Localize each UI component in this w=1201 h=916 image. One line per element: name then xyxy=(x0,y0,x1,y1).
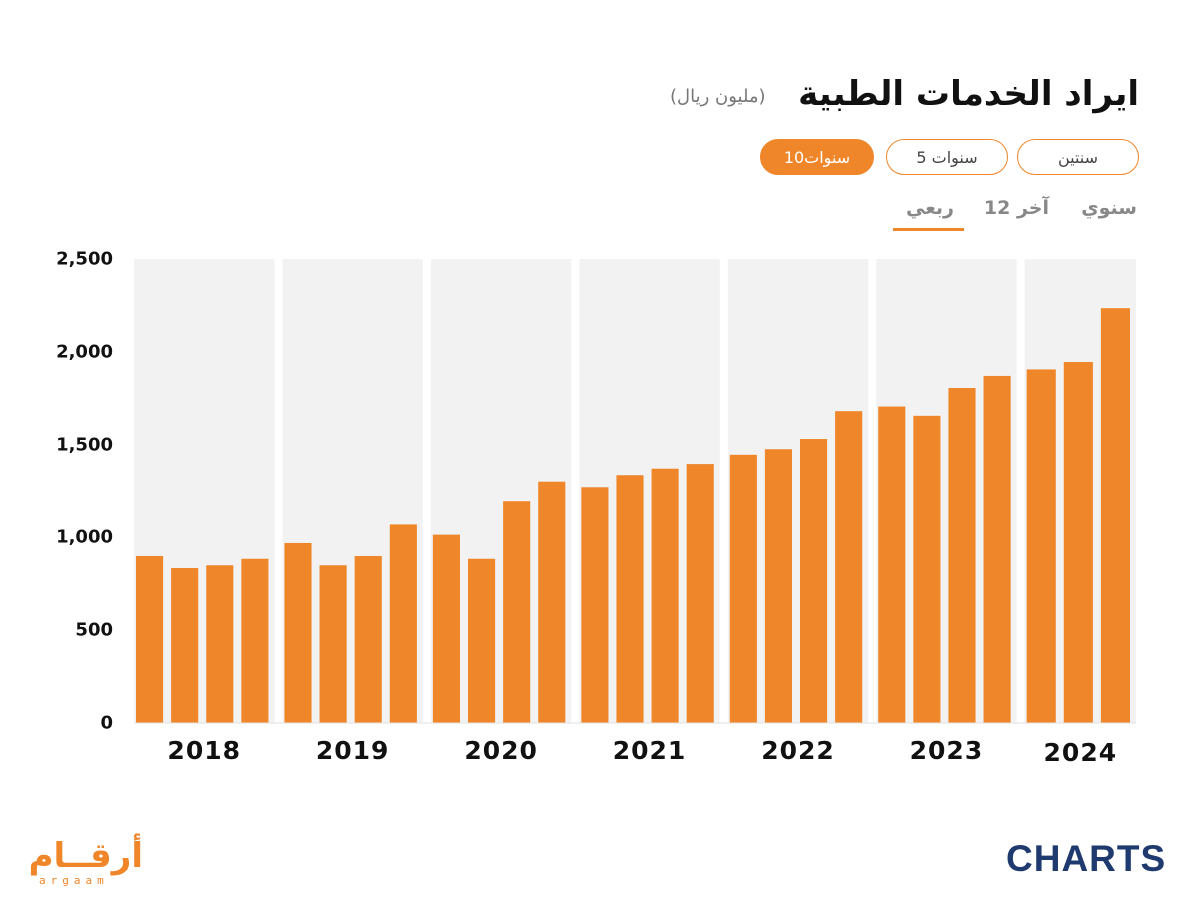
charts-logo-text: CHARTS xyxy=(1006,838,1167,879)
bar-2019-q3[interactable] xyxy=(354,555,382,723)
bar-2018-q2[interactable] xyxy=(171,568,199,723)
tab-quarterly[interactable]: ربعي xyxy=(905,197,954,219)
bar-2021-q1[interactable] xyxy=(581,487,609,723)
page-title: ايراد الخدمات الطبية xyxy=(798,74,1139,114)
bar-2023-q1[interactable] xyxy=(878,406,906,723)
bar-2020-q2[interactable] xyxy=(468,558,496,723)
argaam-logo: أرقــام argaam xyxy=(29,836,143,890)
bar-2022-q3[interactable] xyxy=(800,439,828,723)
bar-2018-q1[interactable] xyxy=(136,555,164,723)
argaam-logo-latin: argaam xyxy=(39,874,109,887)
bar-2019-q4[interactable] xyxy=(389,524,417,723)
y-tick-label: 500 xyxy=(75,619,113,641)
bar-2019-q2[interactable] xyxy=(319,565,347,723)
bar-2024-q1[interactable] xyxy=(1026,369,1056,723)
bar-2023-q3[interactable] xyxy=(948,387,976,723)
charts-logo: CHARTS xyxy=(1006,838,1166,880)
bar-2020-q4[interactable] xyxy=(538,481,566,723)
bar-2021-q4[interactable] xyxy=(686,464,714,723)
bar-2021-q2[interactable] xyxy=(616,475,644,723)
bar-2020-q3[interactable] xyxy=(503,501,531,723)
range-button-10y[interactable]: 10سنوات xyxy=(760,139,874,175)
bar-2021-q3[interactable] xyxy=(651,468,679,723)
bar-2023-q2[interactable] xyxy=(913,415,941,723)
range-button-5y-label: 5 سنوات xyxy=(916,147,978,167)
range-button-2y[interactable]: سنتين xyxy=(1017,139,1139,175)
range-button-10y-label: 10سنوات xyxy=(783,147,851,167)
bar-2022-q4[interactable] xyxy=(835,411,863,723)
x-tick-label: 2023 xyxy=(909,736,984,765)
bar-2022-q2[interactable] xyxy=(764,449,792,723)
x-tick-label: 2020 xyxy=(464,736,538,765)
bar-2024-q3[interactable] xyxy=(1100,308,1130,723)
y-tick-label: 1,000 xyxy=(56,526,113,548)
y-tick-label: 2,000 xyxy=(56,341,113,363)
bar-2023-q4[interactable] xyxy=(983,375,1011,723)
bar-2022-q1[interactable] xyxy=(729,454,757,723)
bar-2018-q4[interactable] xyxy=(241,558,269,723)
x-tick-label: 2024 xyxy=(1043,738,1118,767)
x-tick-label: 2021 xyxy=(612,736,687,765)
bar-2019-q1[interactable] xyxy=(284,542,312,723)
x-tick-label: 2019 xyxy=(315,736,390,765)
tab-quarterly-underline xyxy=(893,228,964,231)
unit-label: (مليون ريال) xyxy=(670,86,766,107)
range-button-5y[interactable]: 5 سنوات xyxy=(886,139,1008,175)
x-tick-label: 2022 xyxy=(761,736,835,765)
y-tick-label: 2,500 xyxy=(56,248,113,270)
y-tick-label: 1,500 xyxy=(56,434,113,456)
argaam-logo-arabic: أرقــام xyxy=(28,836,143,876)
bar-2024-q2[interactable] xyxy=(1063,362,1093,723)
tab-annual[interactable]: سنوي xyxy=(1081,197,1137,219)
bar-2018-q3[interactable] xyxy=(206,565,234,723)
range-button-2y-label: سنتين xyxy=(1057,147,1099,167)
y-tick-label: 0 xyxy=(100,712,113,734)
tab-ttm[interactable]: آخر 12 xyxy=(983,197,1049,219)
x-tick-label: 2018 xyxy=(167,736,242,765)
bar-2020-q1[interactable] xyxy=(432,534,460,723)
